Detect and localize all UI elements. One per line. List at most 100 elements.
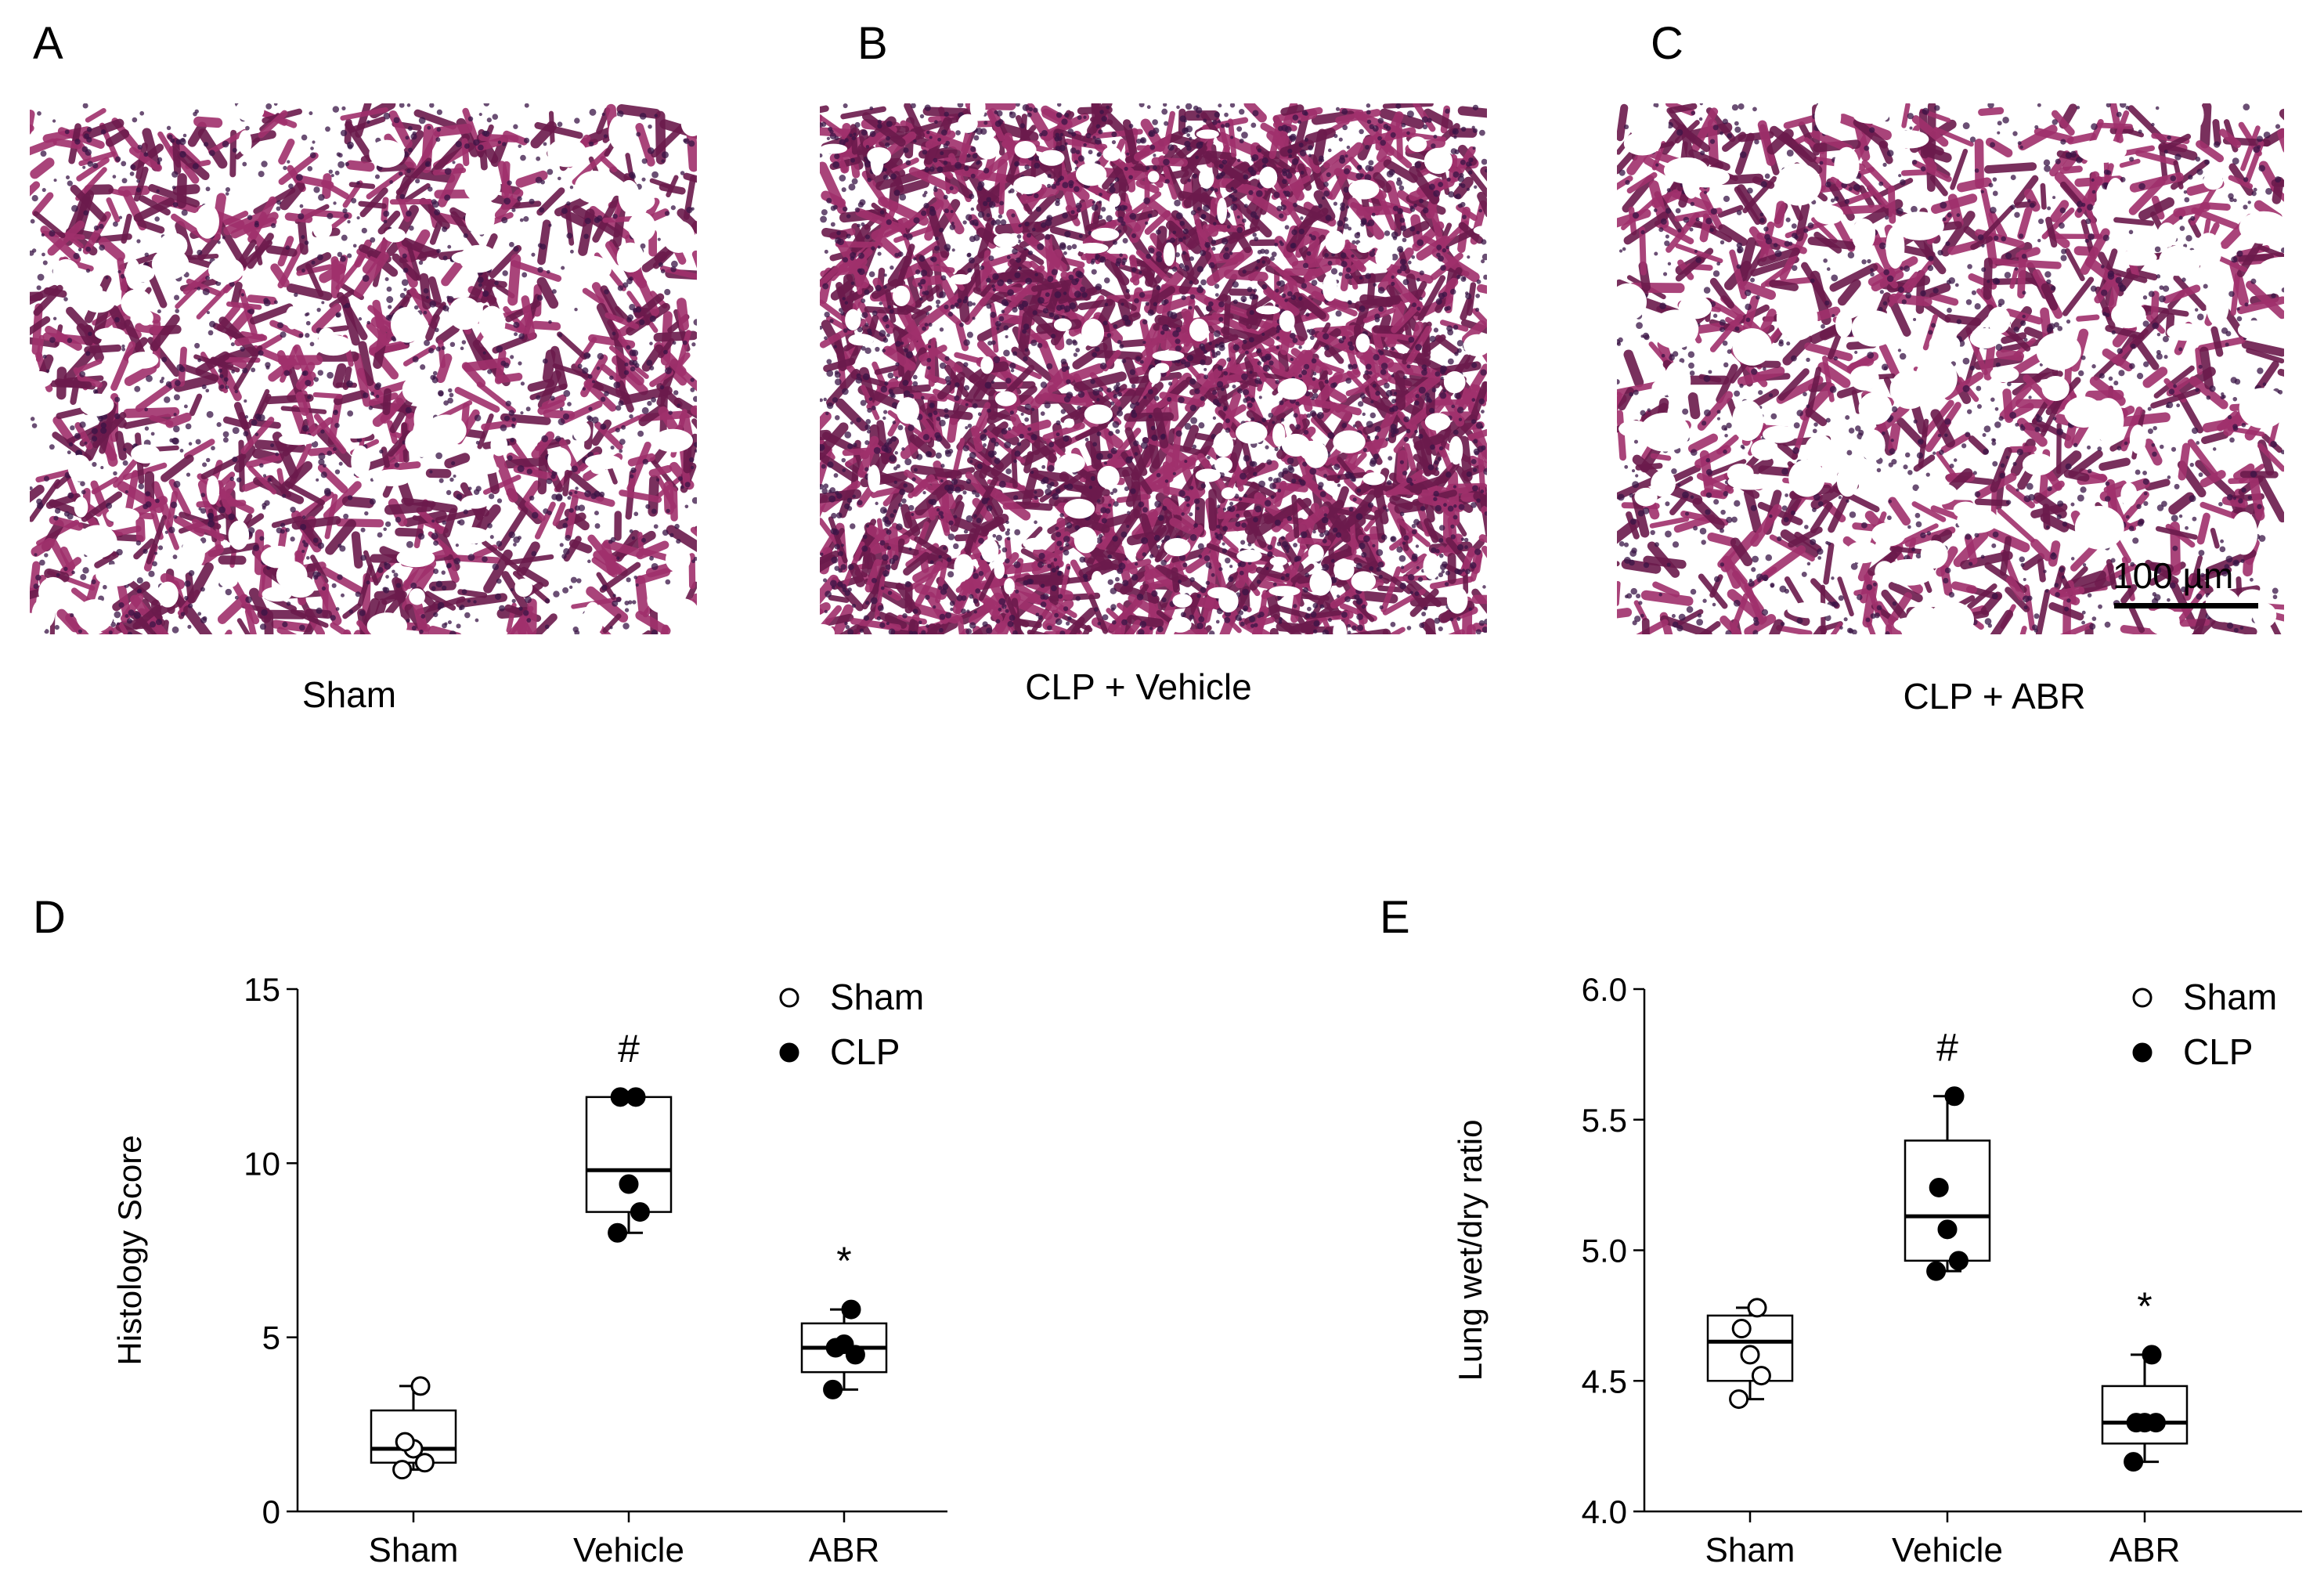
alveolus: [461, 495, 489, 509]
tissue-nucleus: [843, 328, 848, 333]
tissue-nucleus: [1250, 211, 1258, 218]
tissue-nucleus: [1215, 619, 1220, 624]
tissue-septum: [166, 490, 179, 531]
tissue-nucleus: [945, 612, 952, 619]
tissue-septum: [515, 170, 548, 188]
tissue-septum: [133, 538, 156, 560]
tissue-nucleus: [1107, 453, 1113, 459]
tissue-nucleus: [106, 502, 113, 509]
tissue-nucleus: [1239, 139, 1244, 144]
tissue-nucleus: [355, 591, 361, 598]
tissue-nucleus: [824, 311, 830, 318]
tissue-septum: [582, 287, 604, 305]
tissue-nucleus: [402, 253, 407, 258]
tissue-septum: [877, 612, 908, 629]
tissue-nucleus: [245, 596, 252, 604]
tissue-septum: [1460, 547, 1476, 576]
tissue-septum: [1413, 453, 1440, 477]
tissue-nucleus: [1385, 125, 1391, 132]
tissue-nucleus: [1468, 607, 1472, 612]
tissue-septum: [463, 357, 511, 372]
tissue-nucleus: [911, 477, 916, 482]
tissue-septum: [651, 118, 691, 158]
tissue-nucleus: [360, 554, 366, 562]
tissue-nucleus: [1062, 212, 1069, 219]
tissue-nucleus: [1380, 363, 1388, 370]
tissue-nucleus: [1406, 428, 1411, 434]
tissue-nucleus: [502, 270, 508, 276]
tissue-nucleus: [334, 422, 340, 428]
tissue-nucleus: [1030, 339, 1038, 346]
tissue-nucleus: [41, 233, 45, 237]
tissue-nucleus: [940, 129, 947, 136]
tissue-septum: [1235, 562, 1250, 589]
tissue-nucleus: [301, 549, 305, 554]
tissue-septum: [1374, 509, 1386, 543]
alveolus: [665, 546, 691, 572]
tissue-septum: [384, 501, 434, 515]
tissue-nucleus: [1064, 230, 1071, 238]
tissue-nucleus: [1171, 266, 1178, 272]
tissue-nucleus: [492, 114, 499, 120]
alveolus: [579, 610, 603, 634]
tissue-septum: [1069, 616, 1085, 634]
tissue-nucleus: [1308, 153, 1312, 157]
tissue-nucleus: [531, 252, 536, 257]
tissue-nucleus: [636, 132, 641, 137]
tissue-septum: [42, 126, 92, 143]
tissue-nucleus: [280, 529, 285, 534]
tissue-nucleus: [1434, 504, 1442, 512]
tissue-nucleus: [1213, 330, 1221, 338]
tissue-septum: [1011, 346, 1056, 383]
tissue-nucleus: [276, 200, 282, 205]
tissue-nucleus: [1390, 132, 1396, 138]
tissue-nucleus: [980, 128, 987, 135]
tissue-nucleus: [277, 322, 283, 329]
tissue-nucleus: [1286, 168, 1290, 173]
tissue-nucleus: [1308, 328, 1315, 336]
tissue-nucleus: [395, 516, 402, 523]
tissue-nucleus: [1414, 429, 1418, 434]
tissue-nucleus: [973, 598, 979, 604]
tissue-nucleus: [410, 582, 417, 589]
tissue-nucleus: [405, 135, 410, 140]
tissue-nucleus: [1299, 150, 1307, 157]
tissue-nucleus: [852, 494, 856, 499]
tissue-septum: [244, 608, 257, 634]
tissue-nucleus: [370, 392, 374, 396]
tissue-nucleus: [1157, 626, 1164, 633]
tissue-nucleus: [99, 244, 105, 251]
tissue-nucleus: [444, 194, 451, 201]
alveolus: [67, 454, 92, 482]
tissue-septum: [998, 562, 1043, 575]
micrograph-sham: [30, 103, 697, 634]
tissue-nucleus: [417, 533, 425, 540]
tissue-nucleus: [1340, 252, 1347, 258]
tissue-septum: [1271, 392, 1308, 416]
tissue-nucleus: [1051, 567, 1056, 573]
tissue-septum: [1422, 358, 1457, 379]
tissue-septum: [454, 387, 500, 413]
tissue-nucleus: [157, 161, 161, 165]
tissue-nucleus: [649, 555, 654, 561]
tissue-nucleus: [826, 370, 834, 377]
tissue-septum: [1314, 371, 1343, 406]
tissue-nucleus: [1385, 508, 1389, 512]
tissue-septum: [1004, 537, 1012, 560]
tissue-nucleus: [1108, 431, 1113, 436]
tissue-nucleus: [1099, 110, 1104, 114]
tissue-septum: [1049, 226, 1094, 243]
tissue-nucleus: [1330, 382, 1336, 388]
tissue-nucleus: [1226, 357, 1231, 362]
tissue-nucleus: [1372, 125, 1379, 132]
tissue-nucleus: [922, 326, 927, 331]
tissue-nucleus: [415, 179, 420, 184]
tissue-nucleus: [1341, 261, 1348, 268]
tissue-nucleus: [391, 336, 396, 341]
tissue-nucleus: [1445, 108, 1450, 114]
tissue-nucleus: [128, 609, 135, 616]
tissue-nucleus: [820, 552, 824, 556]
tissue-nucleus: [546, 478, 553, 485]
tissue-nucleus: [975, 493, 980, 498]
tissue-nucleus: [144, 426, 150, 431]
